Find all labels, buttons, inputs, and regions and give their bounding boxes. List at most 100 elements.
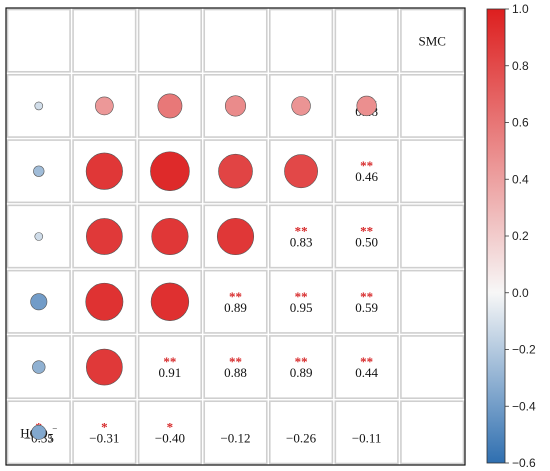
correlation-circle bbox=[32, 360, 46, 374]
correlation-circle bbox=[33, 165, 45, 177]
colorbar-tick-label: 0.2 bbox=[512, 229, 529, 243]
grid-cell bbox=[6, 400, 71, 465]
grid-cell bbox=[137, 269, 203, 334]
correlation-circle bbox=[86, 348, 123, 386]
grid-cell bbox=[400, 139, 465, 204]
correlation-circle bbox=[34, 101, 44, 111]
colorbar-tick-label: 0.6 bbox=[512, 116, 529, 130]
colorbar-tick-label: 0.4 bbox=[512, 172, 529, 186]
grid-cell bbox=[6, 335, 71, 400]
correlation-value: 0.50 bbox=[355, 235, 378, 250]
grid-cell bbox=[203, 335, 268, 400]
correlation-value: −0.12 bbox=[220, 430, 250, 445]
significance-stars: ** bbox=[360, 224, 373, 239]
correlation-circle bbox=[31, 424, 47, 440]
colorbar-tick-label: 0.0 bbox=[512, 286, 529, 300]
colorbar-tick-label: −0.6 bbox=[512, 456, 536, 470]
correlation-circle bbox=[218, 153, 253, 189]
correlation-circle bbox=[157, 93, 183, 119]
grid-cell bbox=[400, 269, 465, 334]
grid-cell bbox=[334, 269, 399, 334]
grid-cell bbox=[268, 73, 334, 138]
grid bbox=[6, 8, 465, 465]
grid-cell bbox=[334, 139, 399, 204]
significance-stars: ** bbox=[295, 289, 308, 304]
grid-cell bbox=[203, 139, 268, 204]
grid-cell bbox=[400, 335, 465, 400]
grid-cell bbox=[268, 204, 334, 269]
correlation-value: 0.44 bbox=[355, 365, 378, 380]
grid-cell bbox=[72, 335, 137, 400]
colorbar-gradient bbox=[486, 8, 506, 464]
significance-stars: ** bbox=[163, 354, 176, 369]
correlation-circle bbox=[86, 218, 123, 255]
grid-cell bbox=[137, 204, 203, 269]
correlation-circle bbox=[85, 152, 123, 190]
significance-stars: ** bbox=[360, 289, 373, 304]
grid-cell bbox=[203, 204, 268, 269]
grid-cell bbox=[203, 73, 268, 138]
correlation-circle bbox=[284, 154, 318, 189]
grid-cell bbox=[6, 204, 71, 269]
grid-cell bbox=[72, 204, 137, 269]
grid-cell bbox=[334, 8, 399, 73]
grid-cell bbox=[6, 73, 71, 138]
grid-cell bbox=[72, 400, 137, 465]
grid-cell bbox=[400, 204, 465, 269]
colorbar-tick-label: −0.4 bbox=[512, 399, 536, 413]
grid-cell bbox=[334, 400, 399, 465]
significance-stars: * bbox=[167, 419, 174, 434]
significance-stars: ** bbox=[229, 354, 242, 369]
correlation-value: 0.59 bbox=[355, 300, 378, 315]
grid-cell bbox=[6, 269, 71, 334]
correlation-value: −0.26 bbox=[286, 430, 317, 445]
significance-stars: ** bbox=[295, 354, 308, 369]
variable-label: SMC bbox=[418, 34, 445, 49]
grid-cell bbox=[400, 8, 465, 73]
colorbar-tick-label: −0.2 bbox=[512, 343, 536, 357]
grid-cell bbox=[72, 73, 137, 138]
grid-cell bbox=[137, 400, 203, 465]
correlation-circle bbox=[216, 217, 255, 256]
colorbar-tick-label: 1.0 bbox=[512, 2, 529, 16]
correlation-circle bbox=[30, 293, 48, 311]
grid-cell bbox=[203, 400, 268, 465]
grid-cell bbox=[137, 335, 203, 400]
grid-cell bbox=[137, 139, 203, 204]
correlation-circle bbox=[224, 95, 247, 117]
grid-cell bbox=[268, 139, 334, 204]
grid-cell bbox=[334, 204, 399, 269]
correlation-value: −0.40 bbox=[155, 430, 185, 445]
grid-cell bbox=[203, 8, 268, 73]
correlation-circle bbox=[95, 96, 114, 116]
correlation-circle bbox=[291, 96, 311, 116]
grid-cell bbox=[72, 139, 137, 204]
grid-cell bbox=[72, 8, 137, 73]
correlation-value: 0.83 bbox=[290, 235, 313, 250]
plot-frame bbox=[5, 7, 466, 466]
correlation-value: −0.11 bbox=[352, 430, 382, 445]
grid-cell bbox=[334, 335, 399, 400]
grid-cell bbox=[268, 8, 334, 73]
correlation-circle bbox=[356, 95, 377, 117]
grid-cell bbox=[334, 73, 399, 138]
grid-cell bbox=[400, 400, 465, 465]
correlation-value: 0.95 bbox=[290, 300, 313, 315]
colorbar-tick-label: 0.8 bbox=[512, 59, 529, 73]
grid-cell bbox=[6, 139, 71, 204]
grid-cell bbox=[72, 269, 137, 334]
correlation-value: 0.46 bbox=[355, 169, 378, 184]
significance-stars: ** bbox=[229, 289, 242, 304]
significance-stars: ** bbox=[360, 158, 373, 173]
correlation-circle bbox=[85, 282, 124, 321]
correlation-circle bbox=[150, 151, 190, 191]
grid-cell bbox=[6, 8, 71, 73]
significance-stars: ** bbox=[295, 224, 308, 239]
correlation-value: 0.89 bbox=[290, 365, 313, 380]
grid-cell bbox=[268, 400, 334, 465]
grid-cell bbox=[137, 73, 203, 138]
correlation-value: 0.88 bbox=[224, 365, 247, 380]
grid-cell bbox=[203, 269, 268, 334]
